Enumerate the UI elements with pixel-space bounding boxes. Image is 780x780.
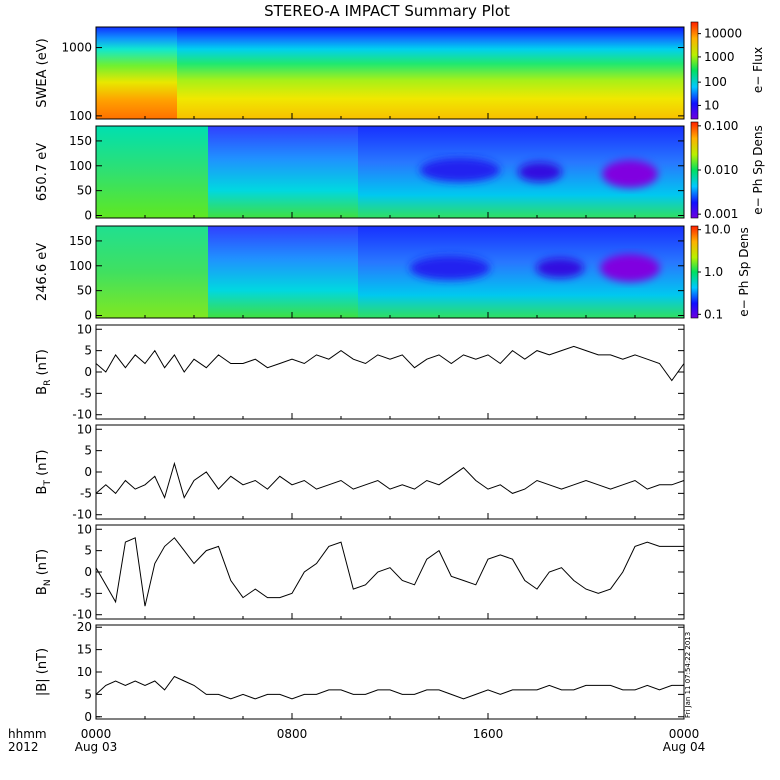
ytick-label: 10 <box>77 322 92 336</box>
series-line-r <box>95 345 685 382</box>
time-tick-label-3: 0000 <box>669 727 700 741</box>
ytick-label: 0 <box>84 465 92 479</box>
ytick-label: 150 <box>69 134 92 148</box>
ytick-label: 1000 <box>61 41 92 55</box>
ytick-label: 20 <box>77 620 92 634</box>
colorbar-pad650: 0.100 0.010 0.001 e− Ph Sp Dens <box>690 119 765 221</box>
bt-ylabel: BT (nT) <box>35 450 53 495</box>
pad246-ylabel: 246.6 eV <box>35 243 50 301</box>
ytick-label: -5 <box>80 486 92 500</box>
time-tick-label-2: 1600 <box>473 727 504 741</box>
ytick-label: 0 <box>84 565 92 579</box>
ytick-label: 5 <box>84 344 92 358</box>
time-tick-label-1: 0800 <box>277 727 308 741</box>
panel-br: 10 5 0 -5 -10 BR (nT) <box>35 322 685 422</box>
ytick-label: 50 <box>77 184 92 198</box>
pad650-early-segment <box>96 126 208 218</box>
bmag-frame <box>95 624 685 720</box>
date-label-start: Aug 03 <box>75 740 118 754</box>
colorbar-swea-label: e− Flux <box>751 47 765 93</box>
panel-bn: 10 5 0 -5 -10 BN (nT) <box>35 522 685 622</box>
ytick-label: -10 <box>72 508 92 522</box>
colorbar-swea: 10000 1000 100 10 e− Flux <box>690 21 765 120</box>
ytick-label: -10 <box>72 608 92 622</box>
colorbar-pad650-label: e− Ph Sp Dens <box>751 125 765 214</box>
colorbar-tick-label: 10.0 <box>704 223 731 237</box>
panel-bt: 10 5 0 -5 -10 BT (nT) <box>35 422 685 522</box>
ytick-label: 15 <box>77 643 92 657</box>
ytick-label: 0 <box>84 309 92 323</box>
pad650-ylabel: 650.7 eV <box>35 143 50 201</box>
colorbar-tick-label: 100 <box>704 75 727 89</box>
ytick-label: 100 <box>69 109 92 123</box>
time-axis-row-label: hhmm <box>8 727 47 741</box>
colorbar-pad246: 10.0 1.0 0.1 e− Ph Sp Dens <box>690 223 751 321</box>
pad650-mid-segment <box>208 126 358 218</box>
panel-bmag: 20 15 10 5 0 |B| (nT) Fri Jan 11 07:54:22 20… <box>35 620 692 724</box>
panel-swea: 1000 100 SWEA (eV) <box>35 26 685 123</box>
date-label-end: Aug 04 <box>663 740 706 754</box>
ytick-label: 10 <box>77 422 92 436</box>
colorbar-pad246-label: e− Ph Sp Dens <box>737 227 751 316</box>
bt-frame <box>95 424 685 520</box>
plot-title: STEREO-A IMPACT Summary Plot <box>264 2 510 20</box>
bmag-ylabel: |B| (nT) <box>35 648 50 696</box>
ytick-label: 150 <box>69 234 92 248</box>
series-line- <box>95 675 684 700</box>
ytick-label: 0 <box>84 710 92 724</box>
colorbar-tick-label: 0.1 <box>704 307 723 321</box>
ytick-label: 0 <box>84 365 92 379</box>
br-ylabel: BR (nT) <box>35 349 53 395</box>
bn-ylabel: BN (nT) <box>35 549 53 595</box>
swea-spectrogram <box>96 27 684 119</box>
time-tick-label-0: 0000 <box>81 727 112 741</box>
ytick-label: -10 <box>72 408 92 422</box>
bn-frame <box>95 524 685 620</box>
ytick-label: 5 <box>84 544 92 558</box>
colorbar-tick-label: 10000 <box>704 27 742 41</box>
colorbar-tick-label: 1000 <box>704 50 735 64</box>
colorbar-pad650-scale <box>690 121 699 219</box>
ytick-label: -5 <box>80 386 92 400</box>
ytick-label: 0 <box>84 209 92 223</box>
colorbar-tick-label: 0.010 <box>704 163 738 177</box>
ytick-label: 100 <box>69 159 92 173</box>
colorbar-swea-scale <box>690 21 699 120</box>
panel-pad-650: 150 100 50 0 650.7 eV <box>35 125 685 223</box>
pad246-mid-segment <box>208 226 358 318</box>
timestamp-stamp: Fri Jan 11 07:54:22 2013 <box>684 632 692 718</box>
ytick-label: -5 <box>80 586 92 600</box>
time-axis: hhmm 2012 0000 0800 1600 0000 Aug 03 Aug… <box>8 113 705 754</box>
swea-early-segment <box>96 27 177 119</box>
ytick-label: 10 <box>77 522 92 536</box>
colorbar-tick-label: 10 <box>704 98 719 112</box>
colorbar-tick-label: 0.100 <box>704 119 738 133</box>
series-line-n <box>95 537 684 607</box>
series-line-t <box>95 461 685 500</box>
ytick-label: 50 <box>77 284 92 298</box>
colorbar-pad246-scale <box>690 225 699 319</box>
time-axis-year-label: 2012 <box>8 740 39 754</box>
swea-ylabel: SWEA (eV) <box>35 38 50 107</box>
ytick-label: 100 <box>69 259 92 273</box>
ytick-label: 5 <box>84 444 92 458</box>
ytick-label: 5 <box>84 687 92 701</box>
colorbar-tick-label: 0.001 <box>704 207 738 221</box>
ytick-label: 10 <box>77 665 92 679</box>
panel-pad-246: 150 100 50 0 246.6 eV <box>35 225 685 323</box>
colorbar-tick-label: 1.0 <box>704 265 723 279</box>
pad246-early-segment <box>96 226 208 318</box>
